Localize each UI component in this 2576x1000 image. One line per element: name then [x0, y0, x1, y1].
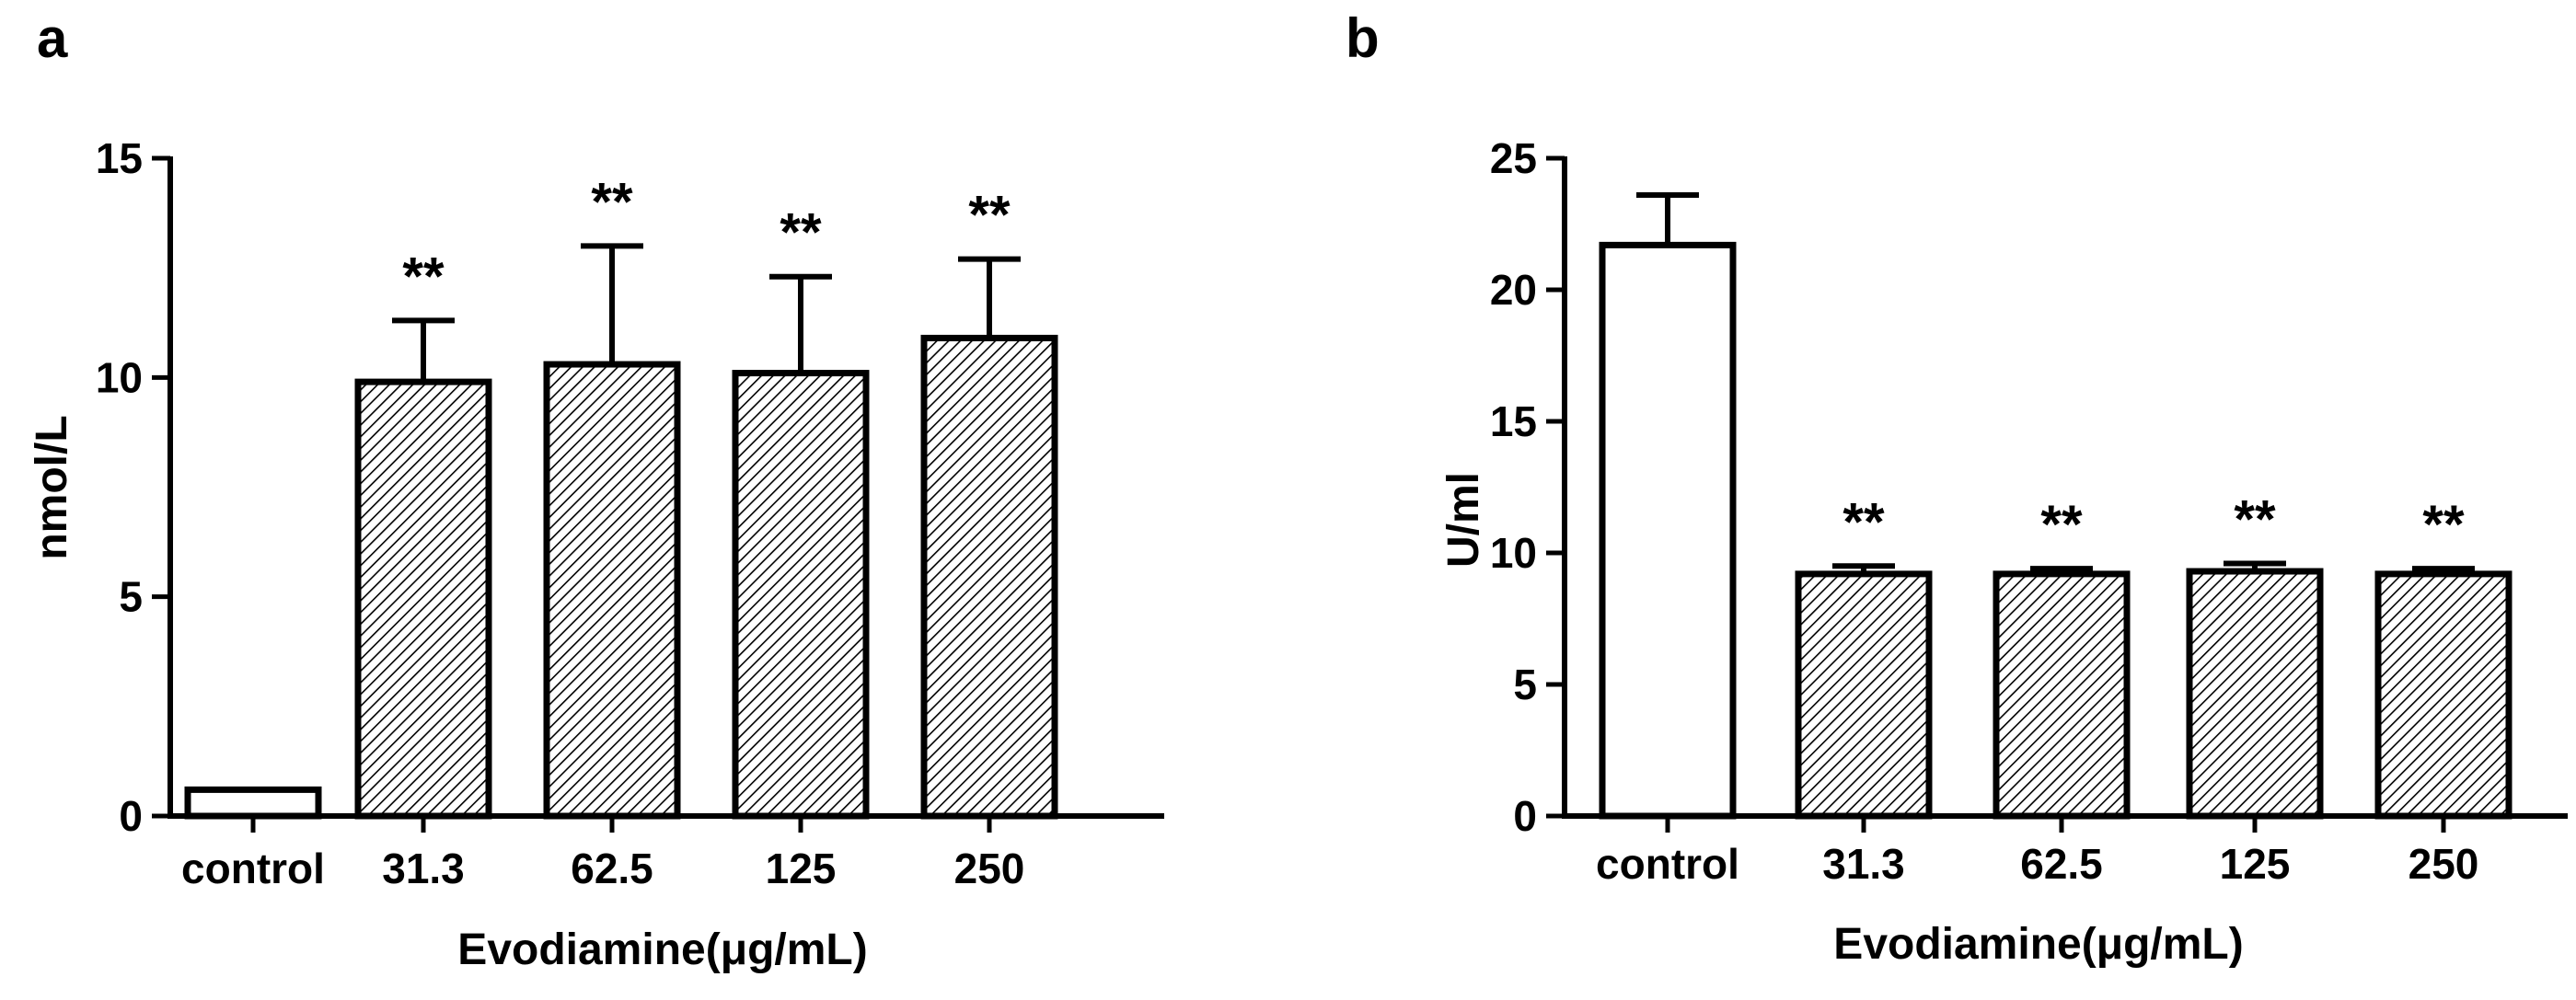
x-tick-label: control	[1596, 840, 1739, 888]
y-tick-label: 10	[96, 353, 143, 401]
significance-marker: **	[402, 247, 445, 306]
bar-31.3	[354, 378, 492, 820]
panel-b-x-axis-title: Evodiamine(μg/mL)	[1833, 920, 2243, 969]
x-tick-label: 125	[2220, 840, 2291, 888]
y-tick-label: 10	[1490, 529, 1537, 577]
bar-62.5	[1993, 570, 2131, 820]
x-tick-label: 250	[954, 845, 1025, 892]
bar-control	[184, 786, 322, 820]
bar-125	[732, 370, 870, 820]
significance-marker: **	[2040, 495, 2083, 555]
panel-b-letter: b	[1346, 7, 1380, 69]
bar-31.3	[1795, 570, 1933, 820]
panel-a-x-axis-title: Evodiamine(μg/mL)	[457, 925, 867, 974]
y-tick-label: 0	[1513, 792, 1537, 840]
x-tick-label: 62.5	[2020, 840, 2103, 888]
significance-marker: **	[968, 186, 1011, 246]
bar-62.5	[543, 361, 681, 820]
panel-b-bars: ** ** ** **	[1599, 192, 2512, 820]
panel-a-letter: a	[37, 7, 68, 69]
y-tick-label: 5	[1513, 661, 1537, 708]
x-tick-label: 62.5	[571, 845, 653, 892]
significance-marker: **	[1842, 492, 1885, 552]
y-tick-label: 0	[119, 792, 143, 840]
x-tick-label: 31.3	[1822, 840, 1905, 888]
bar-125	[2186, 568, 2324, 820]
y-tick-label: 15	[96, 134, 143, 182]
panel-a-y-axis-title: nmol/L	[28, 415, 76, 559]
y-tick-label: 5	[119, 573, 143, 621]
bar-250	[920, 334, 1058, 820]
bar-control	[1599, 241, 1737, 820]
panel-a-bars: ** ** ** **	[184, 172, 1058, 820]
significance-marker: **	[2234, 489, 2276, 549]
x-tick-label: control	[181, 845, 325, 892]
panel-a: a nmol/L Evodiamine(μg/mL) 0 5 10 15 control…	[28, 7, 1164, 974]
x-tick-label: 250	[2409, 840, 2479, 888]
bar-250	[2374, 570, 2512, 820]
y-tick-label: 25	[1490, 134, 1537, 182]
x-tick-label: 125	[766, 845, 837, 892]
y-tick-label: 15	[1490, 397, 1537, 445]
significance-marker: **	[780, 203, 822, 263]
y-tick-label: 20	[1490, 266, 1537, 314]
panel-b: b U/ml Evodiamine(μg/mL) 0 5 10 15 20 25 contr…	[1346, 7, 2568, 969]
significance-marker: **	[591, 172, 633, 232]
panel-b-y-axis-title: U/ml	[1439, 472, 1488, 568]
significance-marker: **	[2422, 495, 2465, 555]
x-tick-label: 31.3	[382, 845, 465, 892]
panel-a-axes: 0 5 10 15 control 31.3 62.5 125 250	[96, 134, 1164, 892]
